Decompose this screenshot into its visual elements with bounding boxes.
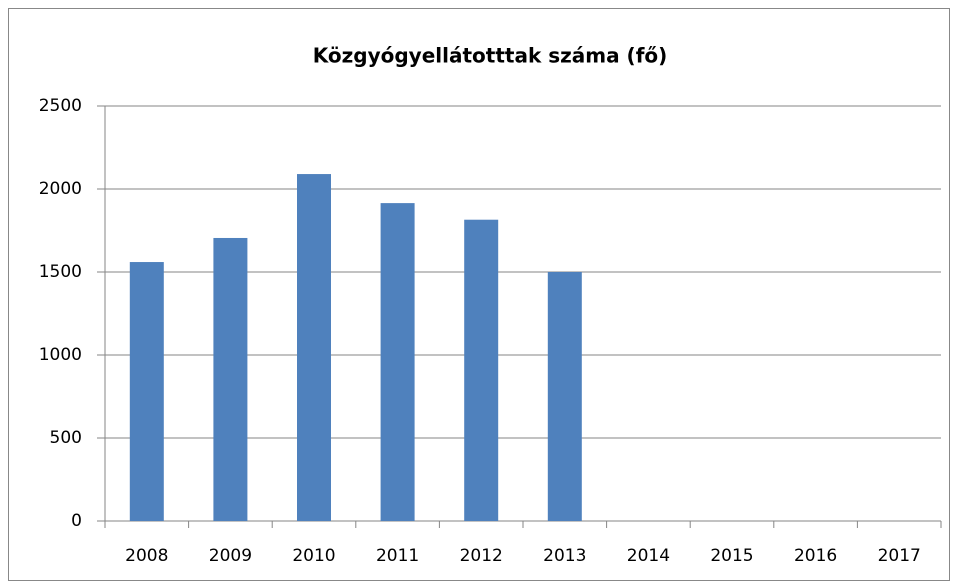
x-tick-label: 2015	[710, 546, 753, 566]
y-tick-label: 2500	[39, 96, 82, 116]
y-tick-label: 2000	[39, 179, 82, 199]
y-tick-label: 1500	[39, 262, 82, 282]
bar	[464, 219, 499, 521]
bar	[547, 272, 582, 521]
x-tick-label: 2012	[460, 546, 503, 566]
y-tick-label: 500	[50, 428, 82, 448]
y-tick-label: 0	[71, 511, 82, 531]
x-tick-label: 2013	[543, 546, 586, 566]
chart-title: Közgyógyellátotttak száma (fő)	[313, 44, 668, 68]
bar	[380, 203, 415, 522]
x-tick-label: 2011	[376, 546, 419, 566]
y-tick-label: 1000	[39, 345, 82, 365]
x-tick-label: 2014	[627, 546, 670, 566]
x-tick-label: 2016	[794, 546, 837, 566]
x-tick-label: 2008	[125, 546, 168, 566]
x-tick-label: 2017	[878, 546, 921, 566]
x-tick-label: 2009	[209, 546, 252, 566]
bar	[129, 262, 164, 521]
bar	[213, 237, 248, 521]
bar	[297, 174, 331, 521]
x-tick-label: 2010	[292, 546, 335, 566]
